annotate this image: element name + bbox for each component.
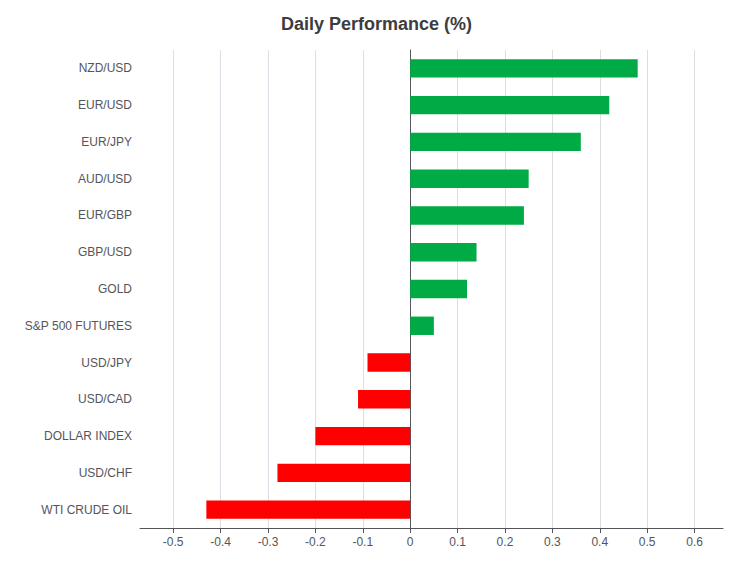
svg-text:0.1: 0.1	[449, 535, 466, 549]
svg-text:GOLD: GOLD	[98, 282, 132, 296]
svg-text:-0.4: -0.4	[210, 535, 231, 549]
svg-text:Daily Performance (%): Daily Performance (%)	[281, 14, 472, 34]
svg-text:0.6: 0.6	[686, 535, 703, 549]
svg-text:DOLLAR INDEX: DOLLAR INDEX	[44, 429, 132, 443]
svg-text:0.2: 0.2	[497, 535, 514, 549]
svg-text:EUR/USD: EUR/USD	[78, 98, 132, 112]
svg-text:WTI CRUDE OIL: WTI CRUDE OIL	[41, 503, 132, 517]
svg-text:-0.2: -0.2	[305, 535, 326, 549]
svg-text:0.5: 0.5	[639, 535, 656, 549]
svg-text:-0.5: -0.5	[163, 535, 184, 549]
svg-text:USD/CAD: USD/CAD	[78, 392, 132, 406]
svg-text:USD/JPY: USD/JPY	[81, 356, 132, 370]
svg-text:-0.3: -0.3	[258, 535, 279, 549]
svg-text:0.3: 0.3	[544, 535, 561, 549]
svg-text:EUR/GBP: EUR/GBP	[78, 208, 132, 222]
svg-text:-0.1: -0.1	[352, 535, 373, 549]
svg-text:0: 0	[407, 535, 414, 549]
svg-text:0.4: 0.4	[591, 535, 608, 549]
svg-text:GBP/USD: GBP/USD	[78, 245, 132, 259]
svg-text:AUD/USD: AUD/USD	[78, 172, 132, 186]
svg-text:NZD/USD: NZD/USD	[79, 61, 133, 75]
svg-text:USD/CHF: USD/CHF	[79, 466, 132, 480]
svg-text:EUR/JPY: EUR/JPY	[81, 135, 132, 149]
svg-text:S&P 500 FUTURES: S&P 500 FUTURES	[25, 319, 132, 333]
